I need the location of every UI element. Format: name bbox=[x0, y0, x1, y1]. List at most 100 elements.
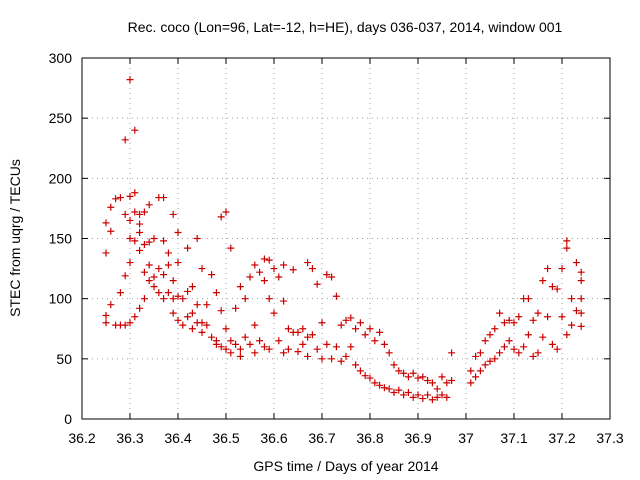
stec-point bbox=[304, 333, 312, 341]
x-tick-label: 36.5 bbox=[212, 430, 239, 446]
x-tick-label: 36.7 bbox=[308, 430, 335, 446]
stec-point bbox=[337, 357, 345, 365]
stec-point bbox=[203, 321, 211, 329]
y-tick-label: 200 bbox=[49, 170, 73, 186]
stec-point bbox=[126, 216, 134, 224]
y-tick-label: 250 bbox=[49, 110, 73, 126]
stec-point bbox=[145, 201, 153, 209]
stec-point bbox=[395, 367, 403, 375]
stec-point bbox=[390, 389, 398, 397]
stec-point bbox=[496, 309, 504, 317]
stec-point bbox=[232, 340, 240, 348]
stec-point bbox=[155, 265, 163, 273]
stec-point bbox=[140, 268, 148, 276]
y-tick-label: 0 bbox=[64, 411, 72, 427]
stec-point bbox=[491, 325, 499, 333]
plot-frame bbox=[81, 57, 611, 420]
stec-point bbox=[222, 345, 230, 353]
x-tick-label: 37.1 bbox=[500, 430, 527, 446]
stec-point bbox=[126, 76, 134, 84]
stec-point bbox=[328, 273, 336, 281]
stec-point bbox=[208, 271, 216, 279]
stec-point bbox=[313, 280, 321, 288]
x-tick-label: 36.2 bbox=[68, 430, 95, 446]
stec-point bbox=[160, 194, 168, 202]
stec-point bbox=[443, 393, 451, 401]
stec-point bbox=[491, 355, 499, 363]
stec-point bbox=[438, 373, 446, 381]
stec-point bbox=[361, 331, 369, 339]
stec-point bbox=[563, 244, 571, 252]
stec-point bbox=[356, 367, 364, 375]
y-axis-title: STEC from uqrg / TECUs bbox=[7, 159, 23, 317]
y-tick-label: 300 bbox=[49, 50, 73, 66]
stec-point bbox=[160, 295, 168, 303]
stec-point bbox=[227, 337, 235, 345]
stec-point bbox=[188, 283, 196, 291]
stec-point bbox=[572, 307, 580, 315]
stec-point bbox=[212, 340, 220, 348]
stec-point bbox=[318, 355, 326, 363]
stec-point bbox=[577, 277, 585, 285]
stec-point bbox=[193, 235, 201, 242]
stec-point bbox=[107, 203, 115, 211]
stec-point bbox=[198, 328, 206, 336]
stec-point bbox=[136, 304, 144, 312]
stec-point bbox=[323, 340, 331, 348]
stec-point bbox=[563, 237, 571, 245]
stec-point bbox=[577, 295, 585, 303]
stec-point bbox=[150, 235, 158, 242]
stec-point bbox=[318, 319, 326, 327]
stec-point bbox=[140, 241, 148, 249]
stec-point bbox=[577, 322, 585, 330]
stec-point bbox=[371, 379, 379, 387]
stec-point bbox=[539, 333, 547, 341]
stec-point bbox=[184, 244, 192, 252]
data-points bbox=[102, 76, 585, 404]
stec-point bbox=[568, 295, 576, 303]
stec-point bbox=[467, 367, 475, 375]
stec-point bbox=[236, 345, 244, 353]
stec-point bbox=[472, 373, 480, 381]
stec-point bbox=[164, 249, 172, 257]
stec-point bbox=[356, 319, 364, 327]
stec-point bbox=[241, 333, 249, 341]
stec-point bbox=[323, 271, 331, 279]
stec-point bbox=[164, 261, 172, 269]
stec-point bbox=[126, 259, 134, 267]
stec-point bbox=[510, 319, 518, 327]
stec-point bbox=[347, 343, 355, 351]
stec-point bbox=[150, 283, 158, 291]
stec-point bbox=[419, 373, 427, 381]
stec-point bbox=[505, 337, 513, 345]
stec-point bbox=[448, 349, 456, 357]
y-tick-labels: 0 50 100 150 200 250 300 bbox=[49, 50, 73, 427]
stec-point bbox=[524, 295, 532, 303]
stec-point bbox=[308, 265, 316, 273]
stec-point bbox=[145, 277, 153, 285]
stec-point bbox=[131, 189, 139, 197]
stec-point bbox=[174, 316, 182, 324]
stec-point bbox=[107, 227, 115, 235]
stec-point bbox=[116, 194, 124, 202]
x-tick-label: 36.6 bbox=[260, 430, 287, 446]
stec-point bbox=[419, 395, 427, 403]
stec-point bbox=[265, 295, 273, 303]
stec-point bbox=[438, 391, 446, 399]
stec-point bbox=[217, 307, 225, 315]
stec-point bbox=[424, 376, 432, 384]
stec-point bbox=[467, 379, 475, 387]
stec-point bbox=[496, 349, 504, 357]
stec-point bbox=[284, 325, 292, 333]
stec-point bbox=[150, 273, 158, 281]
stec-point bbox=[395, 386, 403, 394]
stec-point bbox=[155, 289, 163, 297]
stec-point bbox=[380, 384, 388, 392]
x-tick-label: 36.9 bbox=[404, 430, 431, 446]
stec-point bbox=[174, 292, 182, 300]
stec-point bbox=[260, 343, 268, 351]
stec-point bbox=[160, 271, 168, 279]
stec-point bbox=[409, 393, 417, 401]
stec-point bbox=[280, 297, 288, 305]
stec-point bbox=[265, 256, 273, 264]
